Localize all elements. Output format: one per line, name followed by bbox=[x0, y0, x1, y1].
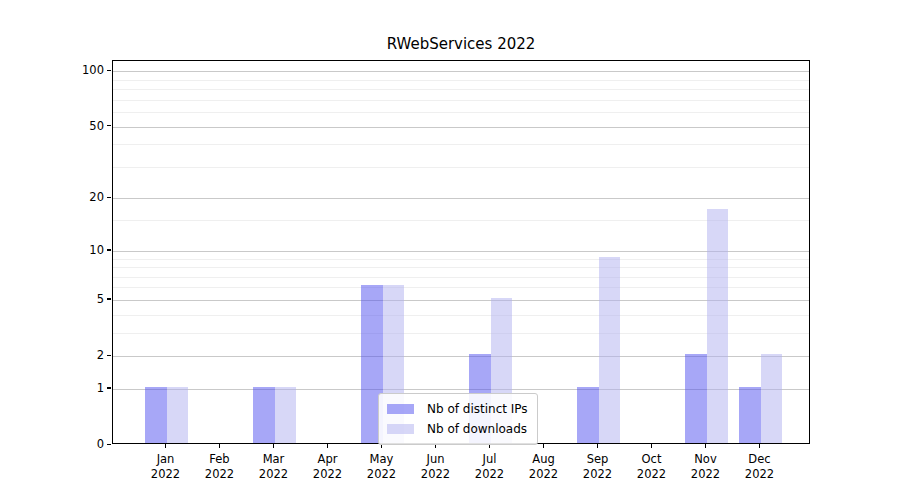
legend-swatch bbox=[387, 404, 414, 414]
x-tick-month: Jan bbox=[138, 452, 194, 467]
x-tick-month: Oct bbox=[624, 452, 680, 467]
x-tick-month: Apr bbox=[300, 452, 356, 467]
x-tick-month: Jun bbox=[408, 452, 464, 467]
minor-gridline bbox=[113, 167, 809, 168]
x-tick-mark bbox=[165, 444, 166, 448]
minor-gridline bbox=[113, 277, 809, 278]
x-tick-year: 2022 bbox=[678, 467, 734, 482]
y-tick-label: 20 bbox=[58, 190, 104, 204]
minor-gridline bbox=[113, 315, 809, 316]
minor-gridline bbox=[113, 100, 809, 101]
y-tick-mark bbox=[107, 298, 111, 299]
x-tick-mark bbox=[327, 444, 328, 448]
y-tick-mark bbox=[107, 387, 111, 388]
chart-title: RWebServices 2022 bbox=[112, 35, 810, 53]
y-tick-mark bbox=[107, 197, 111, 198]
x-tick-label: Dec2022 bbox=[732, 452, 788, 482]
x-tick-label: May2022 bbox=[354, 452, 410, 482]
y-tick-mark bbox=[107, 249, 111, 250]
x-tick-label: Jan2022 bbox=[138, 452, 194, 482]
bar-downloads bbox=[275, 387, 297, 443]
legend-label: Nb of downloads bbox=[427, 422, 527, 436]
major-gridline bbox=[113, 198, 809, 199]
bar-downloads bbox=[761, 354, 783, 443]
minor-gridline bbox=[113, 287, 809, 288]
legend-item: Nb of distinct IPs bbox=[387, 399, 528, 419]
y-tick-mark bbox=[107, 444, 111, 445]
x-tick-label: Oct2022 bbox=[624, 452, 680, 482]
x-tick-mark bbox=[597, 444, 598, 448]
x-tick-year: 2022 bbox=[516, 467, 572, 482]
major-gridline bbox=[113, 300, 809, 301]
x-tick-mark bbox=[651, 444, 652, 448]
x-tick-label: Sep2022 bbox=[570, 452, 626, 482]
x-tick-label: Nov2022 bbox=[678, 452, 734, 482]
legend-swatch bbox=[387, 424, 414, 434]
x-tick-label: Feb2022 bbox=[192, 452, 248, 482]
x-tick-label: Mar2022 bbox=[246, 452, 302, 482]
bar-distinct-ips bbox=[739, 387, 761, 443]
major-gridline bbox=[113, 251, 809, 252]
x-tick-year: 2022 bbox=[354, 467, 410, 482]
minor-gridline bbox=[113, 259, 809, 260]
bar-downloads bbox=[599, 257, 621, 444]
x-tick-label: Aug2022 bbox=[516, 452, 572, 482]
legend: Nb of distinct IPs Nb of downloads bbox=[378, 393, 538, 445]
major-gridline bbox=[113, 127, 809, 128]
legend-item: Nb of downloads bbox=[387, 419, 528, 439]
y-tick-label: 2 bbox=[58, 348, 104, 362]
bar-distinct-ips bbox=[577, 387, 599, 443]
x-tick-label: Jul2022 bbox=[462, 452, 518, 482]
minor-gridline bbox=[113, 333, 809, 334]
y-tick-label: 0 bbox=[58, 437, 104, 451]
minor-gridline bbox=[113, 89, 809, 90]
minor-gridline bbox=[113, 220, 809, 221]
x-tick-year: 2022 bbox=[246, 467, 302, 482]
x-tick-mark bbox=[273, 444, 274, 448]
x-tick-mark bbox=[543, 444, 544, 448]
x-tick-month: May bbox=[354, 452, 410, 467]
bar-distinct-ips bbox=[145, 387, 167, 443]
x-tick-mark bbox=[759, 444, 760, 448]
major-gridline bbox=[113, 71, 809, 72]
bar-downloads bbox=[167, 387, 189, 443]
y-tick-mark bbox=[107, 125, 111, 126]
x-tick-label: Apr2022 bbox=[300, 452, 356, 482]
x-tick-year: 2022 bbox=[192, 467, 248, 482]
legend-label: Nb of distinct IPs bbox=[427, 402, 528, 416]
x-tick-year: 2022 bbox=[570, 467, 626, 482]
x-tick-month: Aug bbox=[516, 452, 572, 467]
x-tick-month: Jul bbox=[462, 452, 518, 467]
y-tick-mark bbox=[107, 70, 111, 71]
y-tick-mark bbox=[107, 355, 111, 356]
y-tick-label: 5 bbox=[58, 292, 104, 306]
plot-area: Nb of distinct IPs Nb of downloads bbox=[112, 60, 810, 444]
minor-gridline bbox=[113, 267, 809, 268]
x-tick-year: 2022 bbox=[408, 467, 464, 482]
x-tick-mark bbox=[705, 444, 706, 448]
bar-downloads bbox=[707, 209, 729, 443]
chart-figure: RWebServices 2022 Nb of distinct IPsNb o… bbox=[0, 0, 900, 500]
x-tick-mark bbox=[219, 444, 220, 448]
x-tick-label: Jun2022 bbox=[408, 452, 464, 482]
bar-distinct-ips bbox=[685, 354, 707, 443]
y-tick-label: 10 bbox=[58, 243, 104, 257]
minor-gridline bbox=[113, 112, 809, 113]
x-tick-month: Nov bbox=[678, 452, 734, 467]
y-tick-label: 50 bbox=[58, 119, 104, 133]
x-tick-month: Sep bbox=[570, 452, 626, 467]
x-tick-year: 2022 bbox=[624, 467, 680, 482]
x-tick-year: 2022 bbox=[732, 467, 788, 482]
minor-gridline bbox=[113, 144, 809, 145]
y-tick-label: 1 bbox=[58, 381, 104, 395]
x-tick-year: 2022 bbox=[300, 467, 356, 482]
x-tick-year: 2022 bbox=[138, 467, 194, 482]
x-tick-month: Mar bbox=[246, 452, 302, 467]
y-tick-label: 100 bbox=[58, 63, 104, 77]
x-tick-month: Dec bbox=[732, 452, 788, 467]
bar-distinct-ips bbox=[253, 387, 275, 443]
x-tick-month: Feb bbox=[192, 452, 248, 467]
minor-gridline bbox=[113, 80, 809, 81]
x-tick-year: 2022 bbox=[462, 467, 518, 482]
